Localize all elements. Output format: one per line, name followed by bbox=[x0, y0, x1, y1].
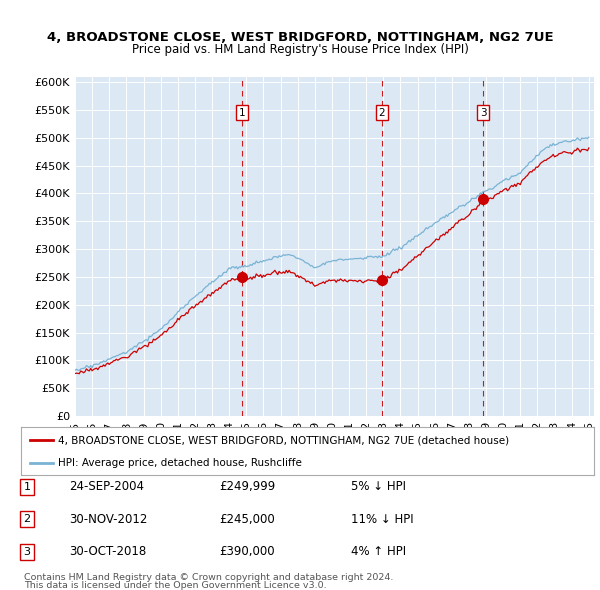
Text: Contains HM Land Registry data © Crown copyright and database right 2024.: Contains HM Land Registry data © Crown c… bbox=[24, 572, 394, 582]
Text: 30-OCT-2018: 30-OCT-2018 bbox=[69, 545, 146, 558]
Text: 5% ↓ HPI: 5% ↓ HPI bbox=[351, 480, 406, 493]
Text: 4, BROADSTONE CLOSE, WEST BRIDGFORD, NOTTINGHAM, NG2 7UE: 4, BROADSTONE CLOSE, WEST BRIDGFORD, NOT… bbox=[47, 31, 553, 44]
Text: 1: 1 bbox=[23, 482, 31, 491]
Text: 3: 3 bbox=[480, 108, 487, 118]
Text: HPI: Average price, detached house, Rushcliffe: HPI: Average price, detached house, Rush… bbox=[58, 458, 302, 468]
Text: 4% ↑ HPI: 4% ↑ HPI bbox=[351, 545, 406, 558]
Text: £245,000: £245,000 bbox=[219, 513, 275, 526]
Text: 24-SEP-2004: 24-SEP-2004 bbox=[69, 480, 144, 493]
Text: 4, BROADSTONE CLOSE, WEST BRIDGFORD, NOTTINGHAM, NG2 7UE (detached house): 4, BROADSTONE CLOSE, WEST BRIDGFORD, NOT… bbox=[58, 435, 509, 445]
Text: 3: 3 bbox=[23, 547, 31, 556]
Text: £249,999: £249,999 bbox=[219, 480, 275, 493]
Text: 30-NOV-2012: 30-NOV-2012 bbox=[69, 513, 148, 526]
Text: 1: 1 bbox=[238, 108, 245, 118]
Text: 2: 2 bbox=[379, 108, 385, 118]
Text: 11% ↓ HPI: 11% ↓ HPI bbox=[351, 513, 413, 526]
Text: 2: 2 bbox=[23, 514, 31, 524]
Text: £390,000: £390,000 bbox=[219, 545, 275, 558]
Text: This data is licensed under the Open Government Licence v3.0.: This data is licensed under the Open Gov… bbox=[24, 581, 326, 590]
Text: Price paid vs. HM Land Registry's House Price Index (HPI): Price paid vs. HM Land Registry's House … bbox=[131, 43, 469, 56]
